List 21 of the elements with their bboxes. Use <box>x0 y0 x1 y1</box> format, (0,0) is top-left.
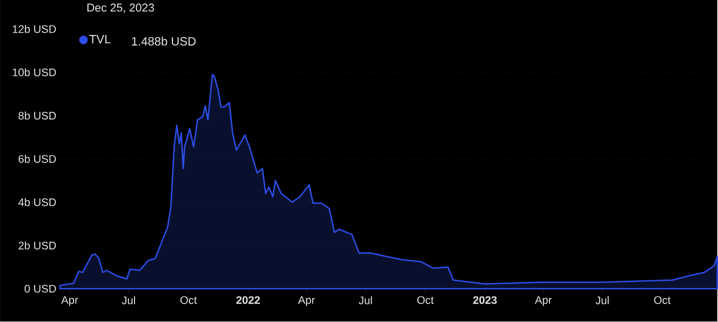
chart-title: Dec 25, 2023 <box>87 4 154 14</box>
y-tick-label: 0 USD <box>24 285 56 293</box>
y-tick-label: 10b USD <box>12 68 56 76</box>
annotation: 1.488b USD <box>132 36 196 46</box>
x-tick-label: Apr <box>534 296 552 306</box>
x-tick-label: 2022 <box>236 296 260 304</box>
y-tick-label: 8b USD <box>18 112 56 120</box>
x-tick-label: Jul <box>122 296 136 304</box>
x-tick-label: Oct <box>417 296 434 304</box>
y-tick-label: 6b USD <box>18 154 56 164</box>
x-tick-label: Jul <box>358 296 372 304</box>
x-tick-label: Apr <box>61 296 78 306</box>
y-tick-label: 4b USD <box>18 198 56 206</box>
x-tick-label: Jul <box>596 296 609 304</box>
legend-label: TVL <box>89 35 111 44</box>
y-tick-label: 12b USD <box>12 25 56 34</box>
y-tick-label: 2b USD <box>18 242 56 250</box>
x-tick-label: 2023 <box>473 296 497 304</box>
x-tick-label: Apr <box>298 296 315 306</box>
x-tick-label: Oct <box>180 296 197 304</box>
x-tick-label: Oct <box>654 296 671 304</box>
